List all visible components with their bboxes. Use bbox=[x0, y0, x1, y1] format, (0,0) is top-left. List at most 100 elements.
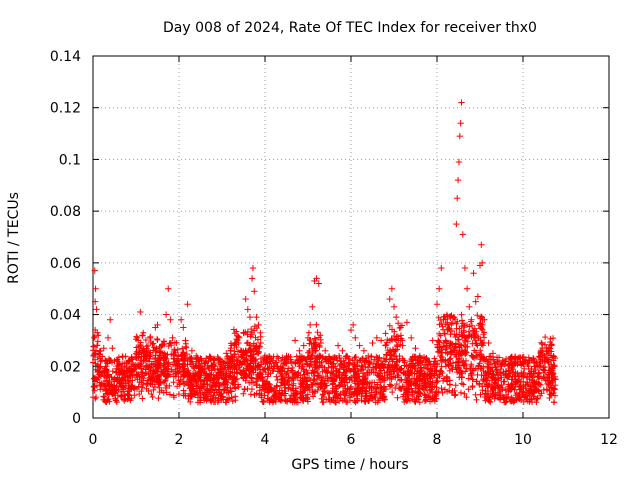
scatter-point bbox=[429, 337, 436, 344]
scatter-point bbox=[306, 321, 314, 329]
scatter-point bbox=[167, 316, 174, 323]
noise-point bbox=[247, 391, 254, 398]
noise-point bbox=[424, 365, 431, 372]
y-tick-label: 0.14 bbox=[50, 49, 81, 65]
noise-point bbox=[460, 381, 467, 388]
scatter-point bbox=[90, 383, 98, 391]
scatter-point bbox=[339, 347, 346, 354]
noise-point bbox=[439, 389, 446, 396]
noise-point bbox=[285, 365, 292, 372]
scatter-point bbox=[412, 344, 419, 352]
noise-point bbox=[474, 312, 481, 319]
noise-point bbox=[154, 336, 161, 343]
noise-point bbox=[469, 367, 476, 374]
scatter-point bbox=[137, 308, 144, 316]
scatter-point bbox=[162, 311, 170, 318]
noise-point bbox=[170, 351, 177, 358]
x-axis-label: GPS time / hours bbox=[291, 457, 408, 473]
scatter-point bbox=[248, 275, 256, 282]
y-tick-label: 0 bbox=[72, 411, 81, 427]
noise-point bbox=[479, 326, 486, 333]
noise-point bbox=[551, 392, 558, 399]
noise-point bbox=[187, 398, 194, 405]
noise-point bbox=[97, 358, 104, 365]
noise-point bbox=[498, 374, 505, 381]
noise-point bbox=[433, 367, 440, 374]
noise-point bbox=[447, 355, 454, 362]
scatter-point bbox=[309, 303, 316, 311]
scatter-point bbox=[251, 288, 258, 295]
noise-point bbox=[449, 319, 456, 326]
noise-point bbox=[175, 391, 182, 398]
noise-point bbox=[458, 317, 465, 324]
noise-point bbox=[143, 385, 150, 392]
x-tick-label: 10 bbox=[514, 432, 532, 448]
scatter-point bbox=[249, 264, 257, 272]
scatter-point bbox=[291, 337, 299, 344]
y-tick-label: 0.02 bbox=[50, 359, 81, 375]
noise-point bbox=[94, 338, 101, 345]
noise-point bbox=[314, 329, 321, 336]
noise-point bbox=[215, 395, 222, 402]
noise-point bbox=[444, 388, 451, 395]
x-tick-label: 4 bbox=[261, 432, 270, 448]
x-tick-label: 0 bbox=[89, 432, 98, 448]
noise-point bbox=[196, 374, 203, 381]
y-tick-label: 0.12 bbox=[50, 101, 81, 117]
noise-point bbox=[389, 389, 396, 396]
scatter-point bbox=[246, 313, 254, 321]
noise-point bbox=[281, 388, 288, 395]
noise-point bbox=[346, 397, 353, 404]
noise-point bbox=[471, 347, 478, 354]
chart-title: Day 008 of 2024, Rate Of TEC Index for r… bbox=[163, 20, 537, 36]
noise-point bbox=[259, 398, 266, 405]
scatter-point bbox=[466, 303, 473, 311]
noise-point bbox=[97, 386, 104, 393]
noise-point bbox=[461, 390, 468, 397]
noise-point bbox=[431, 355, 438, 362]
noise-point bbox=[310, 393, 317, 400]
noise-point bbox=[314, 387, 321, 394]
scatter-point bbox=[463, 285, 471, 292]
noise-point bbox=[352, 354, 359, 361]
scatter-point bbox=[386, 295, 393, 303]
noise-point bbox=[473, 396, 480, 403]
noise-point bbox=[463, 394, 470, 401]
noise-point bbox=[305, 329, 312, 336]
x-tick-label: 12 bbox=[600, 432, 618, 448]
scatter-point bbox=[356, 342, 363, 349]
noise-point bbox=[385, 361, 392, 368]
scatter-point bbox=[91, 267, 98, 274]
scatter-point bbox=[255, 321, 262, 329]
noise-point bbox=[229, 398, 236, 405]
noise-point bbox=[257, 333, 264, 340]
noise-point bbox=[166, 340, 173, 347]
scatter-point bbox=[461, 264, 469, 272]
scatter-point bbox=[433, 301, 441, 308]
noise-point bbox=[322, 373, 329, 380]
noise-point bbox=[452, 382, 459, 389]
noise-point bbox=[442, 346, 449, 353]
y-tick-label: 0.08 bbox=[50, 204, 81, 220]
noise-point bbox=[463, 365, 470, 372]
noise-point bbox=[550, 335, 557, 342]
noise-point bbox=[149, 393, 156, 400]
noise-point bbox=[508, 376, 515, 383]
noise-point bbox=[278, 357, 285, 364]
noise-point bbox=[271, 392, 278, 399]
noise-point bbox=[491, 395, 498, 402]
noise-point bbox=[458, 311, 465, 318]
scatter-point bbox=[369, 339, 376, 347]
noise-point bbox=[509, 366, 516, 373]
noise-point bbox=[457, 389, 464, 396]
noise-point bbox=[244, 385, 251, 392]
noise-point bbox=[274, 377, 281, 384]
noise-point bbox=[452, 391, 459, 398]
noise-point bbox=[319, 399, 326, 406]
scatter-point bbox=[408, 334, 415, 342]
scatter-point bbox=[93, 306, 100, 313]
noise-point bbox=[384, 336, 391, 343]
noise-point bbox=[155, 395, 162, 402]
